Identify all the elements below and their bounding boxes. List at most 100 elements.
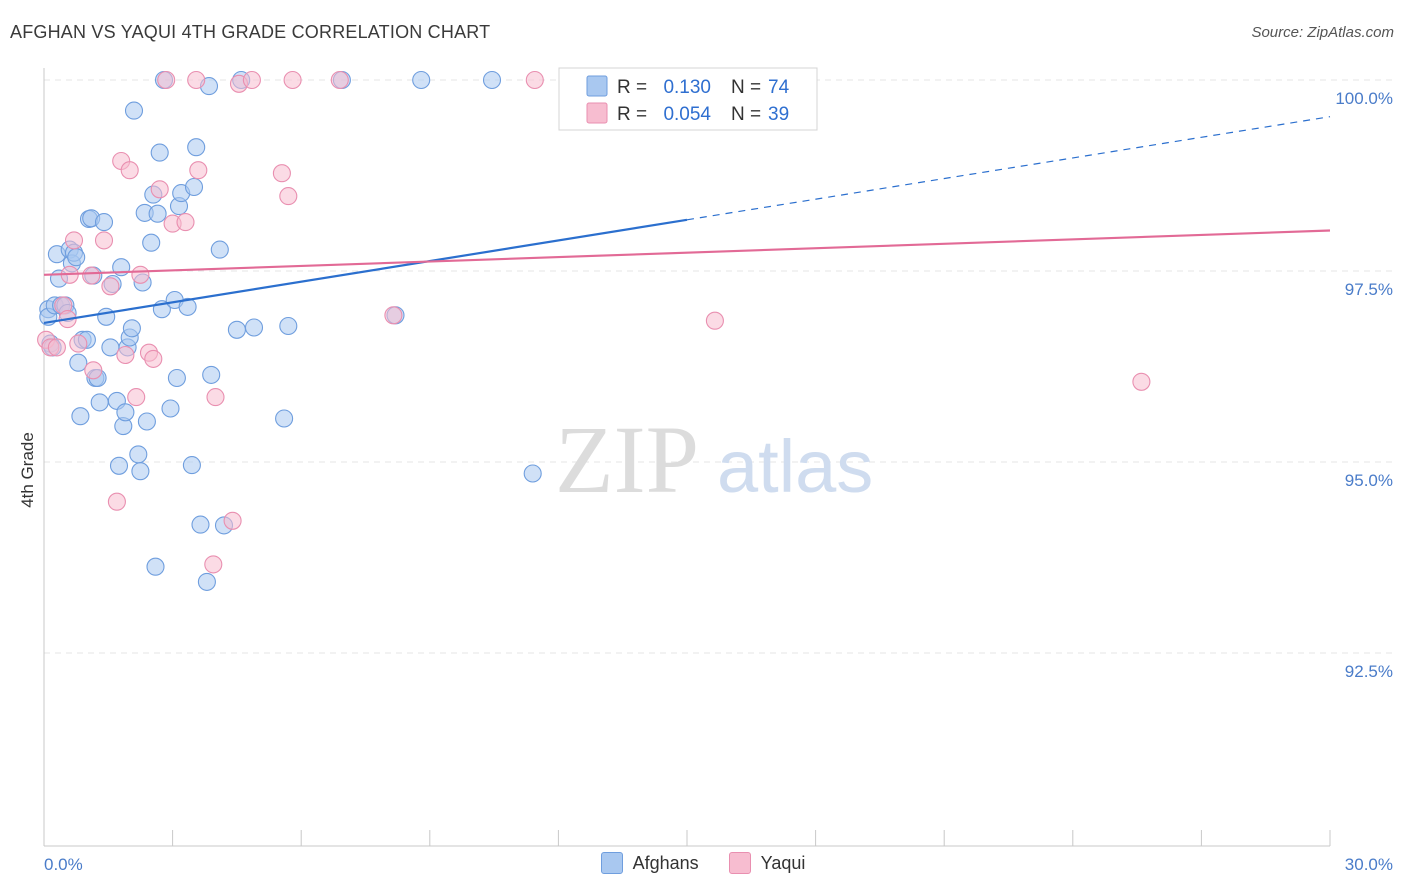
point-yaqui <box>705 311 724 330</box>
point-yaqui <box>69 334 88 353</box>
trend-lines <box>43 116 1331 325</box>
point-afghans <box>182 456 201 475</box>
series-afghans <box>39 70 542 591</box>
series-legend: Afghans Yaqui <box>0 852 1406 874</box>
point-afghans <box>148 204 167 223</box>
point-yaqui <box>84 361 103 380</box>
point-yaqui <box>176 213 195 232</box>
x-tick-label-min: 0.0% <box>44 855 83 874</box>
point-yaqui <box>279 187 298 206</box>
trend-line-yaqui <box>43 229 1331 276</box>
point-yaqui <box>116 345 135 365</box>
point-yaqui <box>94 231 114 250</box>
gridlines <box>44 79 1393 654</box>
point-afghans <box>197 572 216 591</box>
legend-label-afghans: Afghans <box>632 852 699 873</box>
point-afghans <box>482 70 502 90</box>
point-afghans <box>184 177 204 197</box>
y-axis-label: 4th Grade <box>18 432 37 508</box>
legend-label-yaqui: Yaqui <box>760 852 806 873</box>
point-yaqui <box>272 164 291 183</box>
legend-item-afghans[interactable]: Afghans <box>600 852 699 874</box>
legend-item-yaqui[interactable]: Yaqui <box>728 852 806 874</box>
y-tick-labels: 92.5% 95.0% 97.5% 100.0% <box>1335 89 1393 681</box>
point-afghans <box>142 233 161 252</box>
point-yaqui <box>242 70 261 90</box>
point-afghans <box>178 297 197 316</box>
legend-r-label-afghans: R = <box>617 77 647 98</box>
point-yaqui <box>131 265 150 284</box>
yaqui-swatch <box>728 852 751 874</box>
point-yaqui <box>101 277 120 296</box>
y-tick-label: 95.0% <box>1345 471 1393 490</box>
y-tick-label: 92.5% <box>1345 662 1393 681</box>
point-afghans <box>97 307 116 326</box>
point-afghans <box>167 368 186 388</box>
legend-swatch-afghans <box>586 75 608 97</box>
point-afghans <box>275 409 294 428</box>
watermark-zip: ZIP <box>555 406 699 513</box>
point-afghans <box>523 464 542 483</box>
point-yaqui <box>330 70 349 90</box>
legend-r-value-afghans: 0.130 <box>663 77 711 98</box>
point-yaqui <box>144 349 163 368</box>
x-tick-label-max: 30.0% <box>1345 855 1393 874</box>
legend-n-value-yaqui: 39 <box>768 104 789 125</box>
point-afghans <box>187 138 206 157</box>
legend-n-value-afghans: 74 <box>768 77 790 98</box>
point-afghans <box>146 557 165 576</box>
point-yaqui <box>1132 372 1151 391</box>
point-yaqui <box>187 70 206 90</box>
trend-line-afghans <box>43 218 688 325</box>
point-afghans <box>227 320 246 339</box>
trend-line-extension-afghans <box>686 116 1331 221</box>
point-afghans <box>202 365 221 384</box>
point-yaqui <box>525 70 544 90</box>
point-yaqui <box>127 388 146 407</box>
legend-r-label-yaqui: R = <box>617 104 647 125</box>
point-afghans <box>129 445 148 464</box>
legend-n-label-yaqui: N = <box>731 104 761 125</box>
watermark: ZIP atlas <box>555 406 873 513</box>
point-yaqui <box>150 180 169 199</box>
point-afghans <box>191 515 210 534</box>
legend-swatch-yaqui <box>586 102 608 124</box>
point-afghans <box>101 338 120 357</box>
point-afghans <box>71 407 90 426</box>
point-yaqui <box>157 70 176 90</box>
point-afghans <box>69 353 88 372</box>
y-tick-label: 97.5% <box>1345 280 1393 299</box>
point-yaqui <box>223 511 242 530</box>
point-afghans <box>210 240 229 259</box>
point-afghans <box>412 70 431 90</box>
point-yaqui <box>384 306 403 325</box>
correlation-legend: R = 0.130 N = 74 R = 0.054 N = 39 <box>558 67 818 131</box>
point-afghans <box>137 412 156 431</box>
x-ticks <box>43 830 1331 846</box>
point-afghans <box>150 143 169 162</box>
point-yaqui <box>107 492 126 511</box>
point-yaqui <box>47 338 66 357</box>
point-afghans <box>90 393 109 412</box>
point-yaqui <box>82 266 101 285</box>
point-yaqui <box>204 555 223 574</box>
y-tick-label: 100.0% <box>1335 89 1393 108</box>
point-yaqui <box>283 70 302 90</box>
point-afghans <box>94 213 114 232</box>
point-yaqui <box>120 161 139 180</box>
point-afghans <box>109 456 129 475</box>
legend-r-value-yaqui: 0.054 <box>663 104 711 125</box>
point-yaqui <box>206 388 225 407</box>
point-afghans <box>122 319 141 338</box>
scatter-points <box>37 70 1151 591</box>
point-afghans <box>161 399 180 418</box>
source-label: Source: ZipAtlas.com <box>1251 24 1394 41</box>
point-afghans <box>279 316 298 336</box>
series-yaqui <box>37 70 1151 574</box>
point-yaqui <box>189 161 208 180</box>
legend-n-label-afghans: N = <box>731 77 761 98</box>
chart-title: AFGHAN VS YAQUI 4TH GRADE CORRELATION CH… <box>10 22 491 42</box>
point-afghans <box>131 462 150 481</box>
point-yaqui <box>64 231 84 250</box>
